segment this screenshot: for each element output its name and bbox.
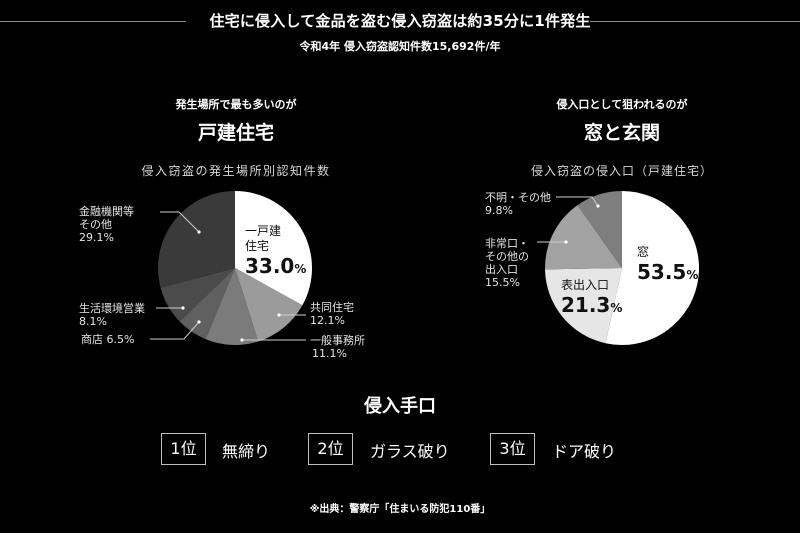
source-note: ※出典：警察庁「住まいる防犯110番」: [309, 504, 491, 515]
label-apartment: 共同住宅 12.1%: [310, 301, 354, 327]
label-shop: 商店 6.5%: [81, 333, 135, 346]
pie-slice: [545, 205, 622, 270]
title-rule-right: [590, 21, 800, 22]
pie-chart-entry-point: [545, 191, 699, 345]
label-detached-house: 一戸建 住宅 33.0%: [245, 224, 307, 278]
pie-slice: [545, 268, 622, 344]
page-title: 住宅に侵入して金品を盗む侵入窃盗は約35分に1件発生: [209, 12, 591, 30]
label-front-door: 表出入口 21.3%: [561, 278, 623, 317]
leader-dots-right: [564, 204, 600, 244]
leader-lines-right: [537, 196, 599, 243]
pie-chart-location: [158, 191, 312, 346]
left-lead: 発生場所で最も多いのが: [175, 98, 297, 111]
rank-2-badge: 2位: [308, 433, 353, 465]
right-chart-caption: 侵入窃盗の侵入口（戸建住宅）: [530, 164, 713, 178]
pie-slice: [577, 191, 622, 268]
label-other: 金融機関等 その他 29.1%: [79, 205, 134, 244]
pie-slice: [235, 191, 312, 306]
methods-title: 侵入手口: [364, 396, 436, 417]
rank-1-label: 無締り: [222, 442, 271, 461]
label-service-business: 生活環境営業 8.1%: [79, 302, 145, 328]
leader-lines-left: [150, 211, 306, 341]
pie-slice: [179, 268, 235, 340]
left-chart-caption: 侵入窃盗の発生場所別認知件数: [141, 164, 331, 178]
label-unknown-other: 不明・その他 9.8%: [485, 191, 551, 217]
right-headline: 窓と玄関: [583, 122, 660, 144]
left-headline: 戸建住宅: [197, 122, 274, 144]
title-rule-left: [0, 21, 186, 22]
rank-1-badge: 1位: [161, 433, 206, 465]
label-office: 一般事務所 11.1%: [310, 334, 365, 360]
rank-2-label: ガラス破り: [370, 442, 450, 461]
rank-3-badge: 3位: [490, 433, 535, 465]
page-subtitle: 令和4年 侵入窃盗認知件数15,692件/年: [299, 40, 501, 53]
pie-slice: [158, 191, 235, 288]
pie-slice: [605, 191, 699, 345]
label-emergency-exit: 非常口・ その他の 出入口 15.5%: [485, 237, 529, 289]
pie-slice: [205, 268, 259, 346]
label-window: 窓 53.5%: [637, 245, 699, 284]
right-lead: 侵入口として狙われるのが: [556, 98, 688, 111]
pie-slice: [235, 268, 303, 342]
leader-dots-left: [181, 230, 281, 342]
rank-3-label: ドア破り: [552, 442, 617, 461]
